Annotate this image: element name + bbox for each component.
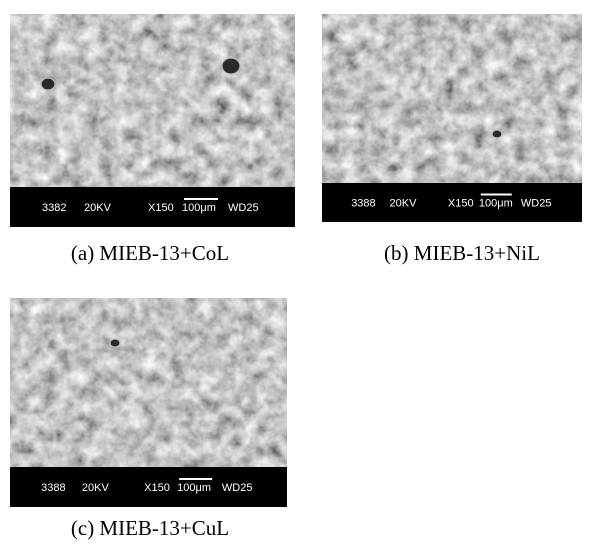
sem-panel: 3388 20KV X150 100μm WD25 (b) MIEB-13+NiL [322, 14, 582, 265]
pore [221, 57, 241, 75]
sample-id: 3382 [42, 202, 66, 214]
voltage: 20KV [390, 197, 418, 209]
caption: (a) MIEB-13+CoL [71, 241, 229, 265]
pore [491, 129, 503, 139]
scale-label: 100μm [177, 482, 211, 494]
working-distance: WD25 [222, 482, 253, 494]
info-bar [322, 183, 582, 222]
working-distance: WD25 [228, 202, 259, 214]
pore [40, 77, 56, 91]
sem-image [322, 14, 582, 183]
voltage: 20KV [82, 482, 110, 494]
sem-panel: 3382 20KV X150 100μm WD25 (a) MIEB-13+CoL [10, 14, 295, 265]
magnification: X150 [148, 202, 174, 214]
sem-image [10, 298, 287, 467]
sample-id: 3388 [351, 197, 375, 209]
info-bar [10, 187, 295, 227]
sample-id: 3388 [41, 482, 65, 494]
scale-label: 100μm [479, 197, 513, 209]
caption: (b) MIEB-13+NiL [384, 241, 540, 265]
caption: (c) MIEB-13+CuL [71, 516, 229, 540]
magnification: X150 [144, 482, 170, 494]
voltage: 20KV [84, 202, 112, 214]
pore [109, 338, 121, 348]
scale-label: 100μm [182, 202, 216, 214]
sem-panel: 3388 20KV X150 100μm WD25 (c) MIEB-13+CuL [10, 298, 287, 540]
working-distance: WD25 [521, 197, 552, 209]
info-bar [10, 467, 287, 507]
sem-image [10, 14, 295, 187]
magnification: X150 [448, 197, 474, 209]
